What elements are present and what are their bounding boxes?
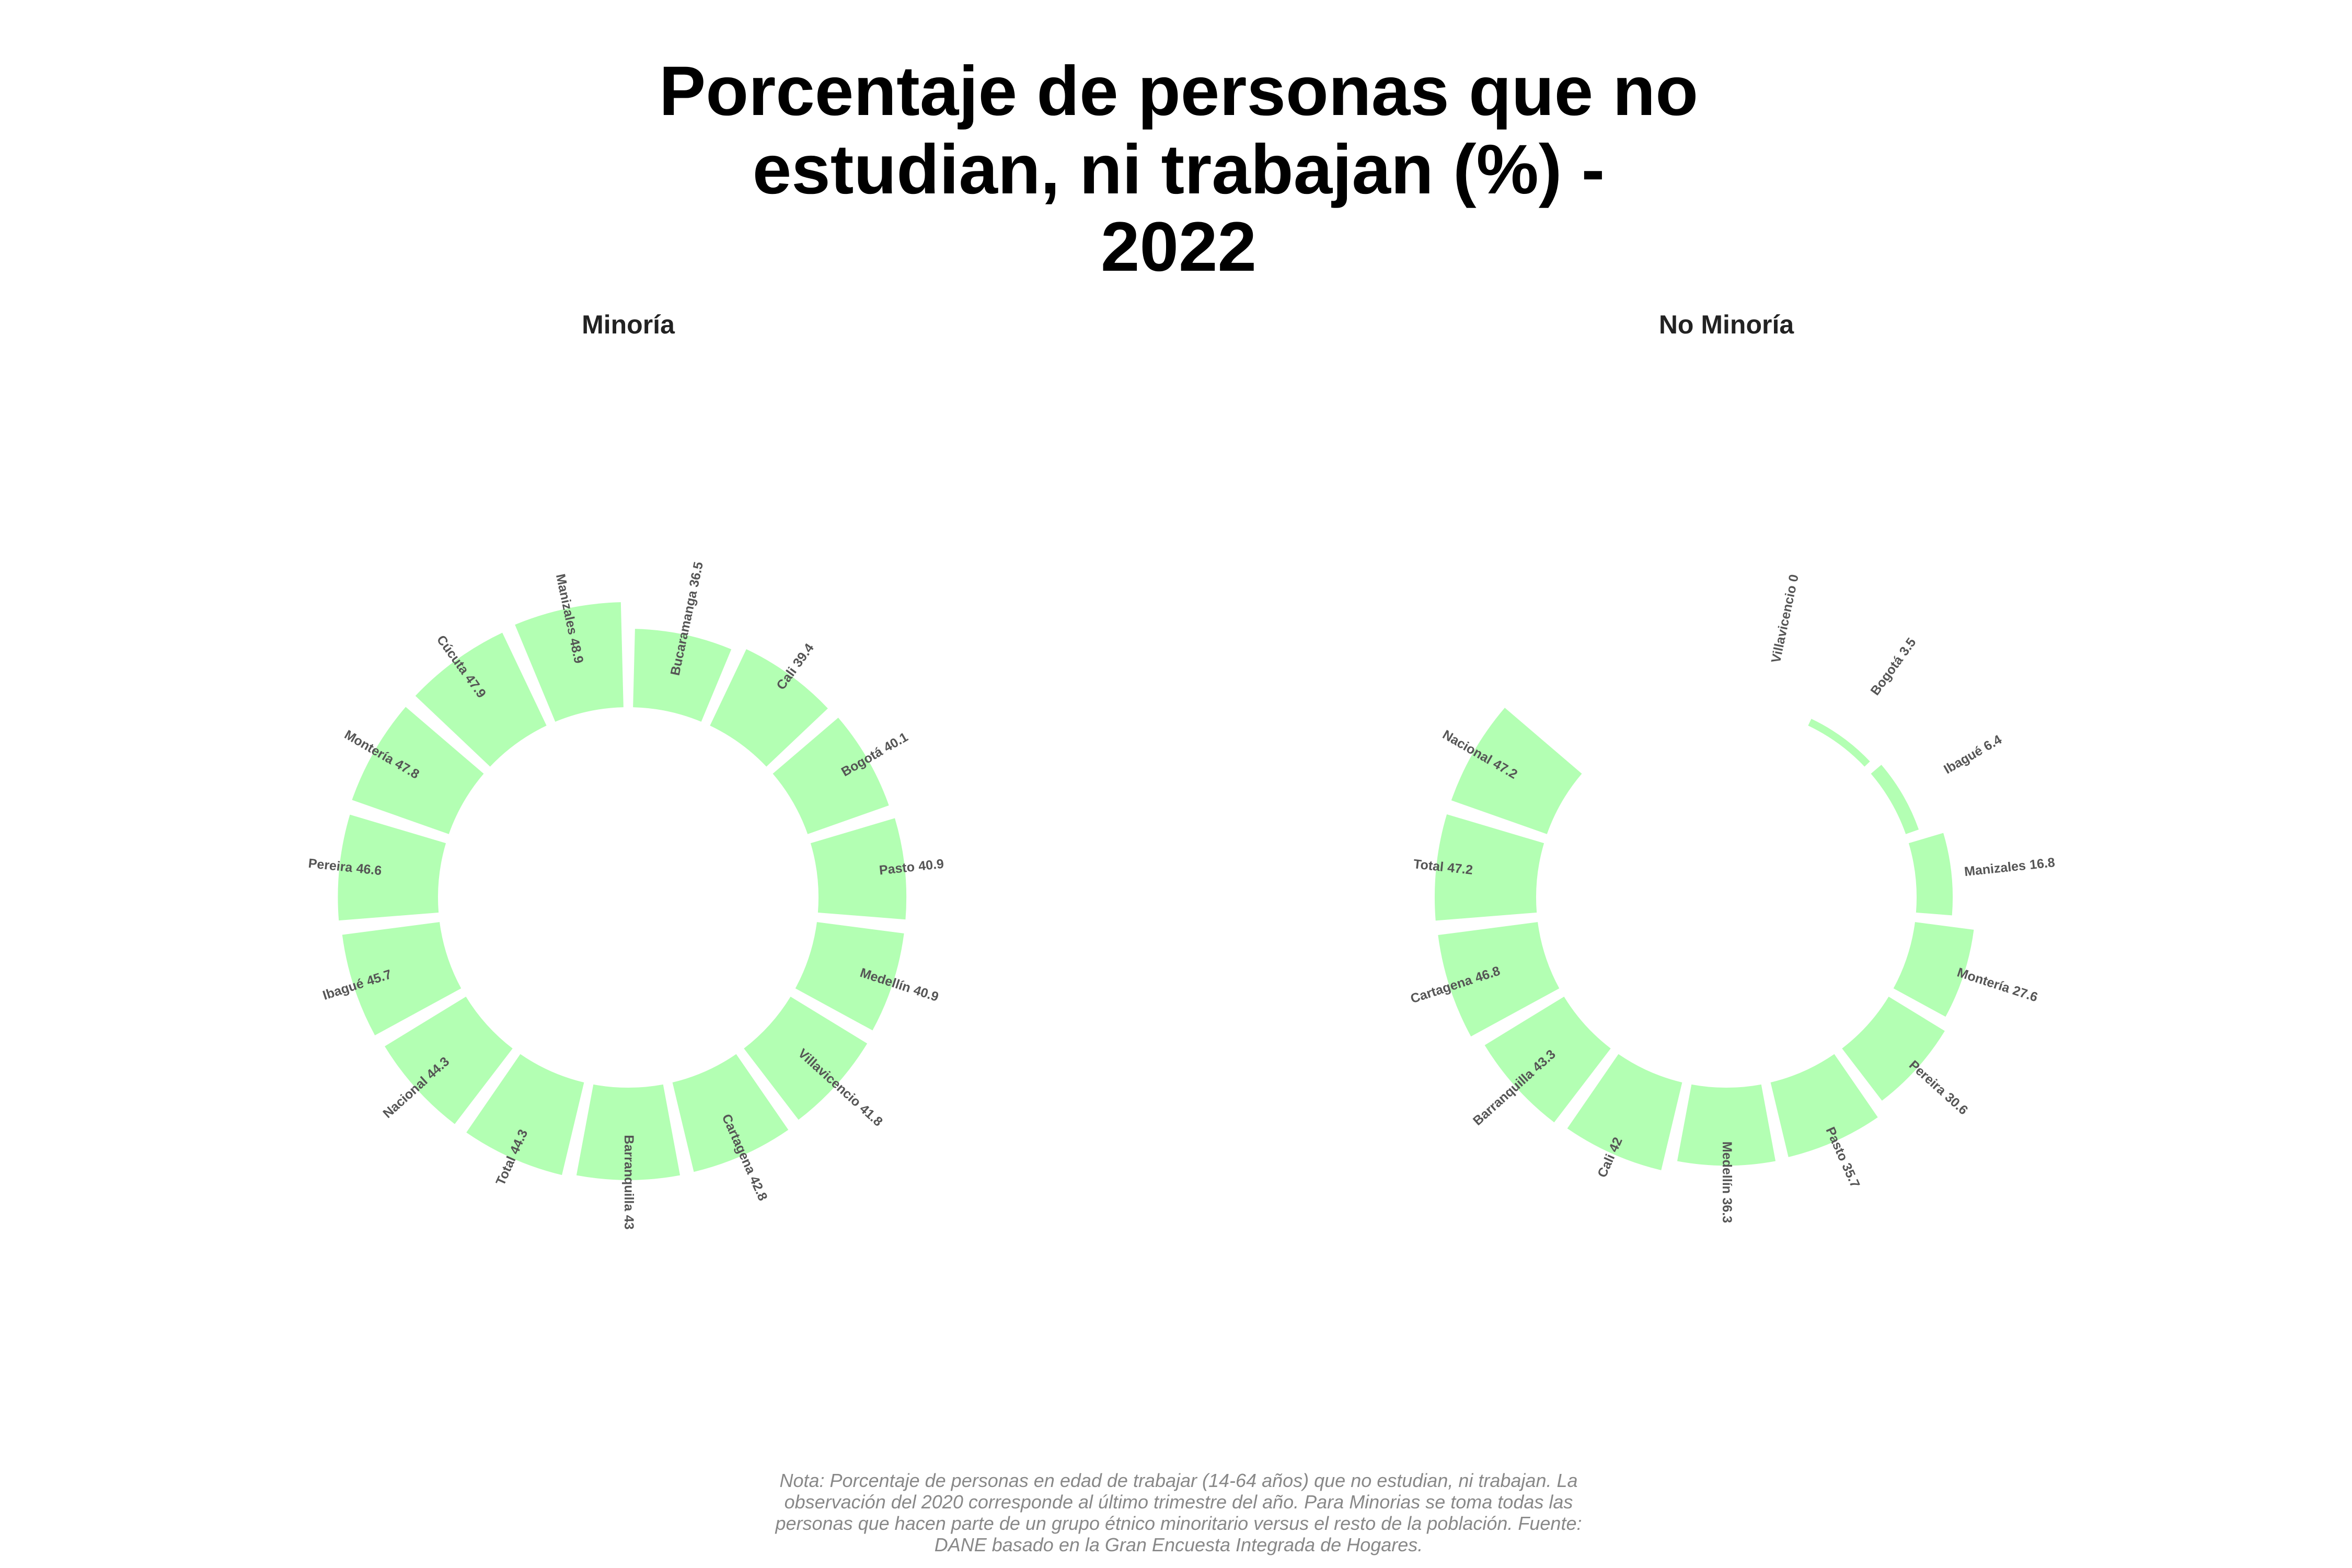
label-value: 43 bbox=[621, 1215, 636, 1230]
label-category: Total bbox=[1413, 857, 1444, 874]
bar bbox=[1808, 719, 1870, 767]
note: observación del 2020 corresponde al últi… bbox=[785, 1491, 1573, 1513]
label-category: Medellín bbox=[1720, 1142, 1734, 1194]
label-value: 6.4 bbox=[1981, 732, 2004, 754]
label-category: Nacional bbox=[380, 1074, 430, 1121]
label-value: 47.2 bbox=[1447, 860, 1473, 878]
label-value: 42.8 bbox=[747, 1174, 770, 1203]
data-label: Barranquilla 43 bbox=[621, 1135, 636, 1229]
bar bbox=[1567, 1054, 1682, 1170]
bar bbox=[466, 1054, 584, 1175]
data-label: Montería27.6 bbox=[1955, 965, 2039, 1005]
bar bbox=[672, 1054, 789, 1172]
label-category: Total bbox=[493, 1154, 518, 1187]
bar bbox=[795, 922, 904, 1031]
bar bbox=[633, 629, 732, 722]
label-category: Ibagué bbox=[1941, 743, 1985, 777]
label-category: Villavicencio bbox=[1768, 584, 1799, 664]
label-value: 40.9 bbox=[918, 856, 944, 873]
label-category: Cali bbox=[1595, 1152, 1618, 1180]
bar bbox=[744, 996, 868, 1120]
data-label: Total 47.2 bbox=[1413, 857, 1473, 878]
bar bbox=[342, 922, 462, 1035]
bar bbox=[1434, 814, 1544, 921]
data-label: Medellín 36.3 bbox=[1720, 1142, 1734, 1223]
bar bbox=[1731, 707, 1800, 722]
label-category: Barranquilla bbox=[621, 1135, 636, 1212]
label-value: 36.3 bbox=[1720, 1197, 1734, 1223]
label-value: 39.4 bbox=[790, 641, 816, 670]
bar bbox=[1893, 922, 1974, 1017]
label-category: Manizales bbox=[1964, 858, 2026, 879]
bar bbox=[710, 649, 828, 767]
chart-title: 2022 bbox=[1101, 208, 1256, 286]
label-value: 3.5 bbox=[1896, 635, 1919, 659]
bar bbox=[1438, 922, 1560, 1036]
panel-title: Minoría bbox=[582, 310, 675, 339]
bar bbox=[576, 1084, 681, 1180]
label-value: 16.8 bbox=[2029, 855, 2056, 872]
label-value: 40.1 bbox=[881, 730, 910, 755]
bar bbox=[1908, 833, 1953, 916]
panel-title: No Minoría bbox=[1659, 310, 1795, 339]
note: DANE basado en la Gran Encuesta Integrad… bbox=[935, 1534, 1423, 1555]
bar bbox=[385, 996, 513, 1124]
note: personas que hacen parte de un grupo étn… bbox=[775, 1513, 1582, 1534]
data-label: Pereira30.6 bbox=[1906, 1057, 1970, 1117]
label-value: 0 bbox=[1785, 573, 1801, 583]
bar bbox=[1770, 1054, 1878, 1157]
bar bbox=[1677, 1084, 1776, 1166]
label-value: 35.7 bbox=[1839, 1161, 1863, 1190]
data-label: Villavicencio0 bbox=[1768, 573, 1801, 664]
chart-title: estudian, ni trabajan (%) - bbox=[753, 131, 1605, 209]
bar bbox=[338, 814, 446, 921]
bar bbox=[1484, 996, 1611, 1123]
bar bbox=[773, 718, 889, 834]
label-value: 41.8 bbox=[857, 1101, 885, 1129]
label-value: 36.5 bbox=[686, 560, 706, 589]
label-category: Bogotá bbox=[1867, 653, 1906, 698]
bar bbox=[810, 818, 907, 920]
bar bbox=[1451, 708, 1582, 834]
data-label: Manizales 16.8 bbox=[1964, 855, 2056, 879]
bar bbox=[415, 632, 547, 767]
data-label: Ibagué6.4 bbox=[1941, 732, 2004, 777]
bar bbox=[1842, 996, 1945, 1101]
label-category: Pereira bbox=[1906, 1057, 1950, 1098]
bar bbox=[515, 602, 624, 722]
label-category: Pasto bbox=[879, 859, 916, 878]
bar bbox=[1871, 765, 1919, 834]
label-category: Montería bbox=[1955, 965, 2012, 996]
label-value: 40.9 bbox=[912, 983, 940, 1005]
label-value: 27.6 bbox=[2011, 983, 2039, 1005]
data-label: Bogotá3.5 bbox=[1867, 635, 1919, 698]
note: Nota: Porcentaje de personas en edad de … bbox=[779, 1470, 1577, 1491]
bar bbox=[352, 707, 484, 834]
chart-title: Porcentaje de personas que no bbox=[659, 52, 1698, 130]
label-value: 46.6 bbox=[355, 861, 382, 878]
label-value: 30.6 bbox=[1942, 1090, 1971, 1117]
